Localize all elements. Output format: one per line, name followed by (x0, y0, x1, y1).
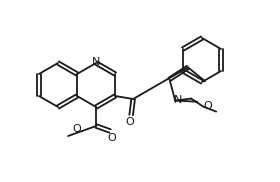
Text: N: N (92, 57, 100, 67)
Text: O: O (126, 117, 134, 127)
Text: O: O (204, 101, 213, 111)
Text: O: O (73, 124, 81, 134)
Text: N: N (174, 95, 182, 105)
Text: O: O (108, 133, 116, 143)
